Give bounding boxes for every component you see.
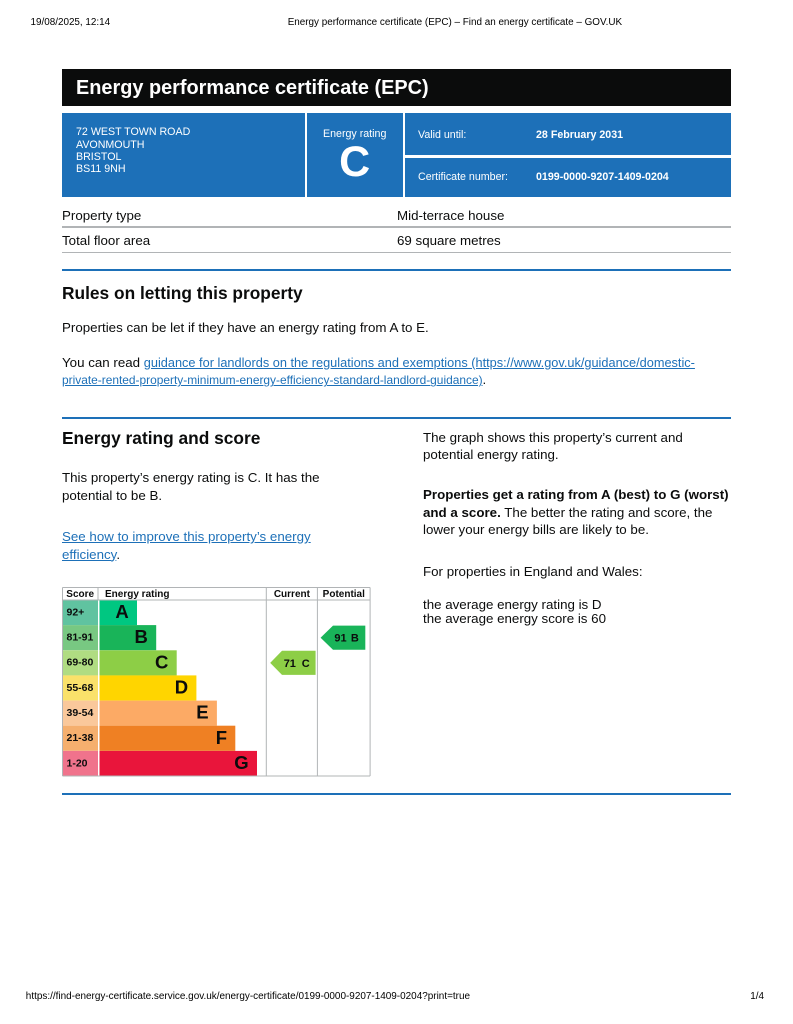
svg-text:E: E [196, 702, 208, 723]
svg-text:21-38: 21-38 [67, 732, 94, 744]
svg-text:69-80: 69-80 [67, 657, 94, 669]
svg-text:71: 71 [284, 658, 296, 670]
svg-text:Potential: Potential [323, 589, 365, 600]
svg-text:F: F [216, 727, 227, 748]
svg-text:G: G [234, 752, 248, 773]
svg-text:91: 91 [334, 633, 346, 645]
svg-text:B: B [135, 626, 148, 647]
svg-text:1-20: 1-20 [67, 757, 88, 769]
svg-text:Current: Current [274, 589, 311, 600]
svg-text:81-91: 81-91 [67, 632, 94, 644]
svg-text:39-54: 39-54 [67, 707, 94, 719]
svg-text:C: C [155, 651, 168, 672]
svg-text:Score: Score [66, 589, 94, 600]
svg-text:Energy rating: Energy rating [105, 589, 169, 600]
svg-text:D: D [175, 677, 188, 698]
svg-text:C: C [302, 658, 310, 670]
svg-text:A: A [115, 601, 128, 622]
svg-text:B: B [351, 633, 359, 645]
svg-text:92+: 92+ [67, 606, 85, 618]
svg-text:55-68: 55-68 [67, 682, 94, 694]
